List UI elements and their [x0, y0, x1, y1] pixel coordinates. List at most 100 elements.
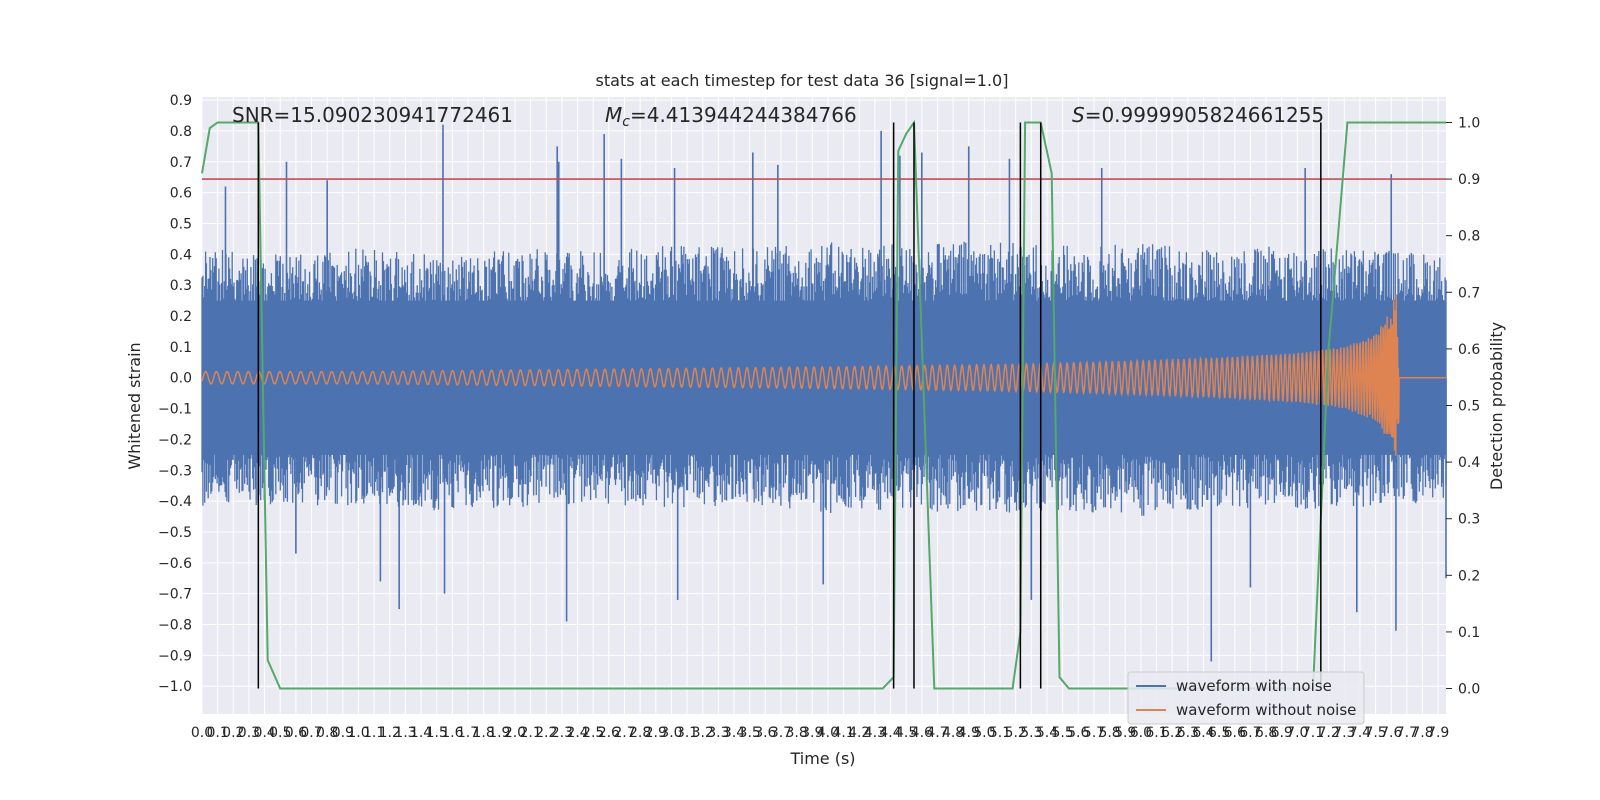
x-tick-label-37: 3.7 [770, 725, 792, 741]
y-tick-label-13: −0.4 [158, 494, 192, 510]
x-tick-label-18: 1.8 [473, 725, 495, 741]
x-tick-label-3: 0.3 [238, 725, 260, 741]
x-tick-label-77: 7.7 [1396, 725, 1418, 741]
x-tick-label-22: 2.2 [535, 725, 557, 741]
x-tick-label-30: 3.0 [660, 725, 682, 741]
x-tick-label-13: 1.3 [394, 725, 416, 741]
chirp-mass-annotation: Mc=4.413944244384766 [605, 103, 857, 130]
y2-tick-label-9: 0.1 [1458, 625, 1480, 641]
y-tick-label-16: −0.7 [158, 587, 192, 603]
y-tick-label-7: 0.2 [170, 309, 192, 325]
x-tick-label-15: 1.5 [426, 725, 448, 741]
x-tick-label-25: 2.5 [582, 725, 604, 741]
y-tick-label-6: 0.3 [170, 278, 192, 294]
y-tick-label-14: −0.5 [158, 525, 192, 541]
x-tick-label-52: 5.2 [1005, 725, 1027, 741]
x-tick-label-11: 1.1 [363, 725, 385, 741]
y-axis-label: Whitened strain [125, 342, 144, 469]
x-tick-label-72: 7.2 [1318, 725, 1340, 741]
x-tick-label-65: 6.5 [1208, 725, 1230, 741]
y2-tick-label-3: 0.7 [1458, 285, 1480, 301]
x-tick-label-59: 5.9 [1114, 725, 1136, 741]
score-symbol: S [1072, 103, 1085, 127]
x-tick-label-41: 4.1 [832, 725, 854, 741]
x-tick-label-21: 2.1 [519, 725, 541, 741]
y2-axis-label: Detection probability [1487, 322, 1506, 490]
x-tick-label-43: 4.3 [864, 725, 886, 741]
x-tick-label-33: 3.3 [707, 725, 729, 741]
x-tick-label-26: 2.6 [598, 725, 620, 741]
y2-tick-label-1: 0.9 [1458, 172, 1480, 188]
x-tick-label-69: 6.9 [1271, 725, 1293, 741]
chirp-mass-value: =4.413944244384766 [630, 103, 857, 127]
y-tick-label-19: −1.0 [158, 679, 192, 695]
x-tick-label-70: 7.0 [1286, 725, 1308, 741]
y2-tick-label-0: 1.0 [1458, 115, 1480, 131]
x-tick-label-9: 0.9 [332, 725, 354, 741]
x-tick-label-47: 4.7 [926, 725, 948, 741]
x-tick-label-0: 0.0 [191, 725, 213, 741]
x-tick-label-10: 1.0 [347, 725, 369, 741]
x-tick-label-75: 7.5 [1364, 725, 1386, 741]
x-tick-label-19: 1.9 [488, 725, 510, 741]
legend: waveform with noise waveform without noi… [1127, 671, 1365, 725]
x-tick-label-17: 1.7 [457, 725, 479, 741]
x-tick-label-38: 3.8 [785, 725, 807, 741]
y-tick-label-2: 0.7 [170, 155, 192, 171]
y2-tick-label-5: 0.5 [1458, 399, 1480, 415]
y-tick-label-12: −0.3 [158, 463, 192, 479]
x-tick-label-44: 4.4 [879, 725, 901, 741]
x-tick-label-74: 7.4 [1349, 725, 1371, 741]
x-tick-label-27: 2.7 [613, 725, 635, 741]
x-tick-label-56: 5.6 [1067, 725, 1089, 741]
score-annotation: S=0.9999905824661255 [1072, 103, 1324, 127]
score-value: =0.9999905824661255 [1085, 103, 1324, 127]
x-tick-label-4: 0.4 [253, 725, 275, 741]
x-tick-label-61: 6.1 [1145, 725, 1167, 741]
probability-line [201, 119, 1446, 690]
x-tick-label-31: 3.1 [676, 725, 698, 741]
y-tick-label-9: 0.0 [170, 371, 192, 387]
x-tick-label-35: 3.5 [739, 725, 761, 741]
y2-tick-label-8: 0.2 [1458, 568, 1480, 584]
x-tick-label-58: 5.8 [1098, 725, 1120, 741]
x-tick-label-50: 5.0 [973, 725, 995, 741]
x-tick-label-7: 0.7 [300, 725, 322, 741]
y2-tick-label-7: 0.3 [1458, 512, 1480, 528]
x-tick-label-71: 7.1 [1302, 725, 1324, 741]
x-tick-label-39: 3.9 [801, 725, 823, 741]
x-tick-label-54: 5.4 [1036, 725, 1058, 741]
x-tick-label-51: 5.1 [989, 725, 1011, 741]
x-tick-label-6: 0.6 [285, 725, 307, 741]
x-tick-label-62: 6.2 [1161, 725, 1183, 741]
x-tick-label-32: 3.2 [692, 725, 714, 741]
x-tick-label-2: 0.2 [222, 725, 244, 741]
y-tick-label-0: 0.9 [170, 93, 192, 109]
y2-tick-label-2: 0.8 [1458, 229, 1480, 245]
y-tick-label-15: −0.6 [158, 556, 192, 572]
y-tick-label-1: 0.8 [170, 124, 192, 140]
x-tick-label-67: 6.7 [1239, 725, 1261, 741]
x-tick-label-60: 6.0 [1130, 725, 1152, 741]
x-tick-label-5: 0.5 [269, 725, 291, 741]
y2-tick-label-10: 0.0 [1458, 682, 1480, 698]
x-tick-label-23: 2.3 [551, 725, 573, 741]
x-axis-label: Time (s) [789, 749, 855, 768]
legend-box [1127, 671, 1365, 725]
y2-tick-label-6: 0.4 [1458, 455, 1480, 471]
clean-waveform-line [201, 294, 1446, 456]
legend-label-noise: waveform with noise [1176, 677, 1332, 695]
x-tick-label-12: 1.2 [379, 725, 401, 741]
chirp-mass-subscript: c [622, 114, 630, 130]
x-tick-label-76: 7.6 [1380, 725, 1402, 741]
x-tick-label-48: 4.8 [942, 725, 964, 741]
x-tick-label-24: 2.4 [566, 725, 588, 741]
y2-tick-label-4: 0.6 [1458, 342, 1480, 358]
x-tick-label-1: 0.1 [207, 725, 229, 741]
y-tick-label-18: −0.9 [158, 648, 192, 664]
x-tick-label-8: 0.8 [316, 725, 338, 741]
x-tick-label-46: 4.6 [911, 725, 933, 741]
chirp-mass-symbol: M [605, 103, 622, 127]
x-tick-label-66: 6.6 [1224, 725, 1246, 741]
